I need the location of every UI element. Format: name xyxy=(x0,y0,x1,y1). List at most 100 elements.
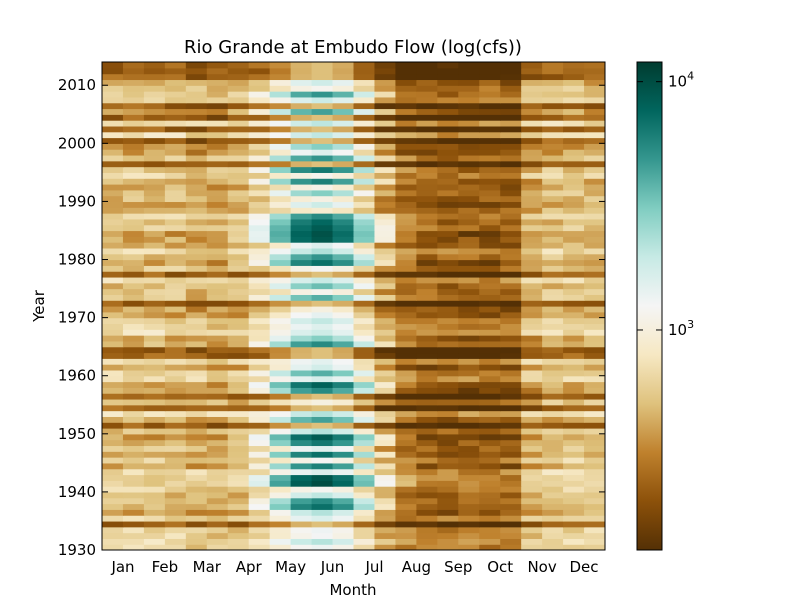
heatmap-cell xyxy=(521,154,543,162)
heatmap-cell xyxy=(353,201,376,208)
heatmap-cell xyxy=(206,346,229,354)
heatmap-cell xyxy=(290,398,313,406)
heatmap-cell xyxy=(437,480,459,487)
heatmap-cell xyxy=(374,457,397,464)
heatmap-cell xyxy=(206,154,229,162)
heatmap-cell xyxy=(332,335,355,342)
heatmap-cell xyxy=(332,509,355,516)
heatmap-cell xyxy=(164,178,187,185)
heatmap-cell xyxy=(500,358,522,365)
heatmap-cell xyxy=(353,91,376,98)
heatmap-cell xyxy=(584,73,605,81)
heatmap-cell xyxy=(500,247,522,255)
heatmap-cell xyxy=(395,114,417,121)
heatmap-cell xyxy=(311,335,334,342)
heatmap-cell xyxy=(500,451,522,458)
heatmap-cell xyxy=(563,509,585,516)
heatmap-cell xyxy=(458,538,480,545)
heatmap-cell xyxy=(395,79,417,86)
heatmap-cell xyxy=(584,137,605,144)
heatmap-cell xyxy=(437,538,459,545)
heatmap-cell xyxy=(521,503,543,510)
heatmap-cell xyxy=(269,335,292,342)
heatmap-cell xyxy=(143,172,166,179)
heatmap-cell xyxy=(143,457,166,464)
heatmap-cell xyxy=(374,369,397,377)
heatmap-cell xyxy=(479,352,501,359)
heatmap-cell xyxy=(542,172,564,179)
heatmap-cell xyxy=(542,108,564,115)
heatmap-cell xyxy=(102,480,124,487)
heatmap-cell xyxy=(521,218,543,226)
heatmap-cell xyxy=(542,311,564,319)
heatmap-cell xyxy=(122,358,145,365)
heatmap-cell xyxy=(563,323,585,330)
heatmap-cell xyxy=(353,398,376,406)
heatmap-cell xyxy=(102,288,124,295)
heatmap-cell xyxy=(584,247,605,255)
heatmap-cell xyxy=(374,276,397,284)
heatmap-cell xyxy=(542,428,564,435)
heatmap-cell xyxy=(353,253,376,261)
heatmap-cell xyxy=(479,497,501,505)
heatmap-cell xyxy=(164,143,187,150)
heatmap-cell xyxy=(164,160,187,168)
heatmap-cell xyxy=(542,96,564,104)
heatmap-cell xyxy=(143,96,166,104)
heatmap-cell xyxy=(102,137,124,144)
heatmap-cell xyxy=(143,480,166,487)
heatmap-cell xyxy=(437,137,459,144)
heatmap-cell xyxy=(521,91,543,98)
heatmap-cell xyxy=(584,160,605,168)
heatmap-cell xyxy=(164,102,187,110)
heatmap-cell xyxy=(437,428,459,435)
heatmap-cell xyxy=(143,311,166,319)
x-axis-label: Month xyxy=(329,581,376,599)
heatmap-cell xyxy=(395,398,417,406)
heatmap-cell xyxy=(248,85,271,92)
heatmap-cell xyxy=(122,143,145,150)
heatmap-cell xyxy=(353,474,376,481)
chart-title: Rio Grande at Embudo Flow (log(cfs)) xyxy=(184,37,522,58)
heatmap-cell xyxy=(248,91,271,98)
heatmap-cell xyxy=(374,184,397,191)
heatmap-cell xyxy=(521,462,543,470)
heatmap-cell xyxy=(290,207,313,214)
heatmap-cell xyxy=(500,166,522,173)
heatmap-cell xyxy=(206,515,229,522)
heatmap-cell xyxy=(332,306,355,313)
heatmap-cell xyxy=(290,404,313,412)
heatmap-cell xyxy=(374,497,397,505)
heatmap-cell xyxy=(416,62,438,69)
heatmap-cell xyxy=(437,410,459,417)
heatmap-cell xyxy=(584,335,605,342)
heatmap-cell xyxy=(395,236,417,243)
heatmap-cell xyxy=(269,108,292,115)
heatmap-cell xyxy=(458,410,480,417)
heatmap-cell xyxy=(563,213,585,220)
heatmap-cell xyxy=(395,189,417,197)
heatmap-cell xyxy=(269,300,292,307)
heatmap-cell xyxy=(143,329,166,336)
heatmap-cell xyxy=(563,515,585,522)
heatmap-cell xyxy=(122,149,145,156)
heatmap-cell xyxy=(185,276,208,284)
heatmap-cell xyxy=(269,207,292,214)
heatmap-cell xyxy=(164,306,187,313)
heatmap-cell xyxy=(395,445,417,452)
heatmap-cell xyxy=(542,491,564,499)
heatmap-cell xyxy=(269,375,292,383)
heatmap-cell xyxy=(164,213,187,220)
heatmap-cell xyxy=(227,125,250,133)
heatmap-cell xyxy=(122,207,145,214)
heatmap-cell xyxy=(227,428,250,435)
heatmap-cell xyxy=(458,439,480,447)
heatmap-cell xyxy=(584,114,605,121)
heatmap-cell xyxy=(332,468,355,476)
heatmap-cell xyxy=(458,468,480,476)
heatmap-cell xyxy=(500,242,522,249)
heatmap-cell xyxy=(521,276,543,284)
heatmap-cell xyxy=(248,166,271,173)
heatmap-cell xyxy=(143,224,166,232)
heatmap-cell xyxy=(395,276,417,284)
